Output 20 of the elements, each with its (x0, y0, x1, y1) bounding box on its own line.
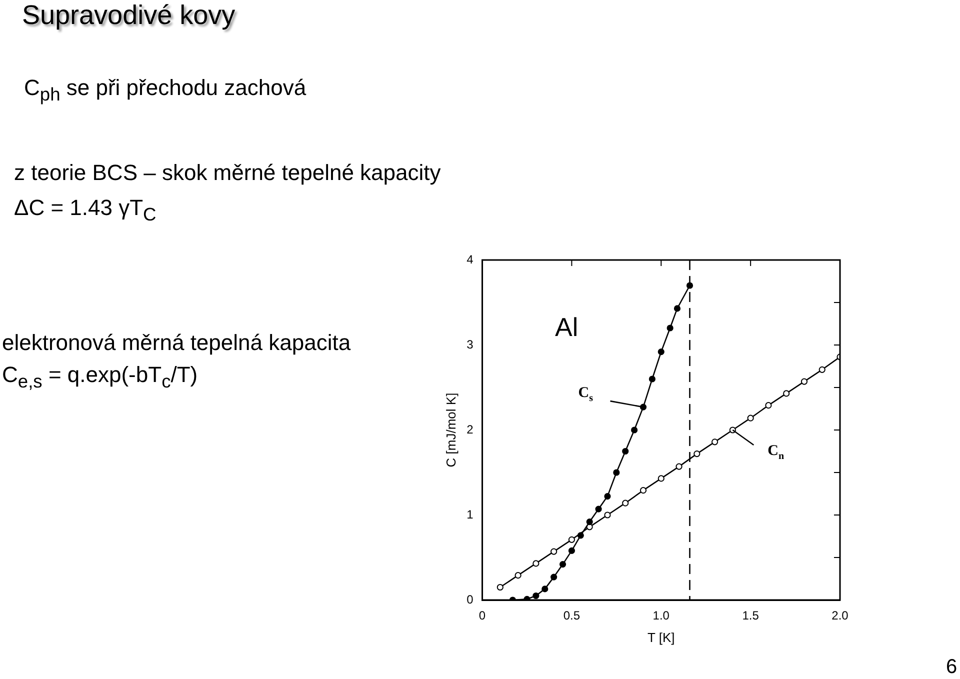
x-tick-label: 1.0 (652, 608, 670, 623)
text: z teorie BCS – skok měrné tepelné kapacity (14, 160, 441, 186)
y-tick-label: 4 (466, 252, 474, 266)
x-axis-title: T [K] (648, 630, 675, 645)
y-tick-label: 3 (466, 337, 474, 352)
text: elektronová měrná tepelná kapacita (2, 330, 351, 356)
text: 6 (946, 656, 958, 679)
x-tick-label: 1.5 (742, 608, 760, 623)
text: Supravodivé kovy (22, 0, 236, 31)
y-tick-label: 1 (466, 507, 474, 522)
x-tick-label: 0 (478, 608, 486, 623)
text: ΔC = 1.43 γT$_{C}$ (14, 195, 156, 226)
text: C$_{e,s}$ = q.exp(-bT$_{c}$/T) (2, 362, 198, 392)
y-tick-label: 2 (466, 422, 474, 436)
y-axis-title: C [mJ/mol K] (443, 392, 458, 468)
x-tick-label: 2.0 (832, 608, 849, 623)
y-tick-label: 0 (466, 592, 474, 606)
x-tick-label: 0.5 (563, 608, 580, 623)
annotation: Al (555, 312, 578, 343)
text: C$_{ph}$ se při přechodu zachová (24, 75, 306, 106)
